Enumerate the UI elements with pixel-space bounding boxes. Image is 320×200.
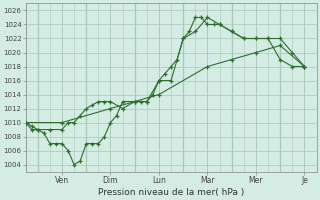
X-axis label: Pression niveau de la mer( hPa ): Pression niveau de la mer( hPa ) [98,188,244,197]
